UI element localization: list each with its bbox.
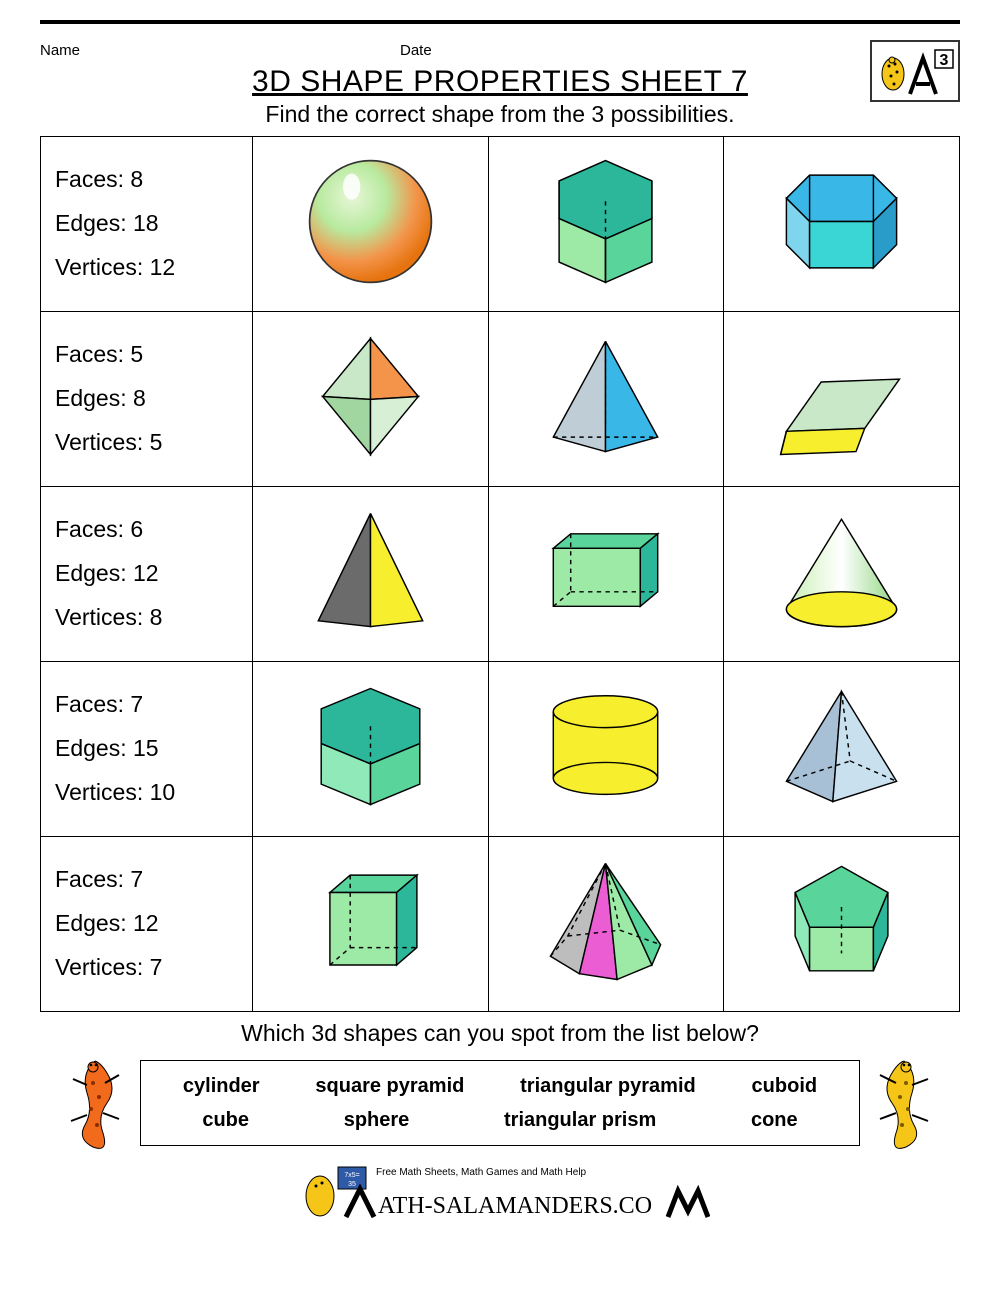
shapes-grid: Faces: 8 Edges: 18 Vertices: 12 xyxy=(40,136,960,1012)
shape-square-pyramid-pale xyxy=(724,662,960,837)
shape-cuboid-green xyxy=(488,487,724,662)
props-cell: Faces: 6 Edges: 12 Vertices: 8 xyxy=(41,487,253,662)
shape-cone-yellow xyxy=(724,487,960,662)
shape-tri-pyramid-yellow xyxy=(252,487,488,662)
svg-text:Free Math Sheets, Math Games a: Free Math Sheets, Math Games and Math He… xyxy=(376,1167,587,1178)
grade-logo: 3 xyxy=(870,40,960,102)
props-cell: Faces: 7 Edges: 12 Vertices: 7 xyxy=(41,837,253,1012)
table-row: Faces: 7 Edges: 15 Vertices: 10 xyxy=(41,662,960,837)
svg-text:35: 35 xyxy=(348,1181,356,1188)
shape-pent-prism-green xyxy=(724,837,960,1012)
footer: 7x5= 35 Free Math Sheets, Math Games and… xyxy=(40,1161,960,1226)
shape-cylinder-yellow xyxy=(488,662,724,837)
shape-square-pyramid-blue xyxy=(488,312,724,487)
props-cell: Faces: 7 Edges: 15 Vertices: 10 xyxy=(41,662,253,837)
props-cell: Faces: 8 Edges: 18 Vertices: 12 xyxy=(41,137,253,312)
table-row: Faces: 8 Edges: 18 Vertices: 12 xyxy=(41,137,960,312)
date-label: Date xyxy=(400,42,432,59)
props-cell: Faces: 5 Edges: 8 Vertices: 5 xyxy=(41,312,253,487)
shape-sphere xyxy=(252,137,488,312)
shape-hex-prism-teal xyxy=(252,662,488,837)
table-row: Faces: 6 Edges: 12 Vertices: 8 xyxy=(41,487,960,662)
shape-tri-prism-lying xyxy=(724,312,960,487)
page-title: 3D SHAPE PROPERTIES SHEET 7 xyxy=(40,65,960,99)
shape-cube-green xyxy=(252,837,488,1012)
salamander-right-icon xyxy=(872,1053,937,1153)
svg-text:7x5=: 7x5= xyxy=(344,1172,359,1179)
name-label: Name xyxy=(40,42,400,59)
salamander-left-icon xyxy=(63,1053,128,1153)
grade-number: 3 xyxy=(940,52,949,69)
shape-hex-prism-blue xyxy=(724,137,960,312)
svg-text:ATH-SALAMANDERS.CO: ATH-SALAMANDERS.CO xyxy=(378,1193,652,1219)
table-row: Faces: 7 Edges: 12 Vertices: 7 xyxy=(41,837,960,1012)
shape-octahedron xyxy=(252,312,488,487)
shape-hex-pyramid xyxy=(488,837,724,1012)
question-2: Which 3d shapes can you spot from the li… xyxy=(40,1020,960,1047)
shape-hex-prism-green xyxy=(488,137,724,312)
word-bank: cylinder square pyramid triangular pyram… xyxy=(140,1060,860,1146)
table-row: Faces: 5 Edges: 8 Vertices: 5 xyxy=(41,312,960,487)
subtitle: Find the correct shape from the 3 possib… xyxy=(40,101,960,128)
